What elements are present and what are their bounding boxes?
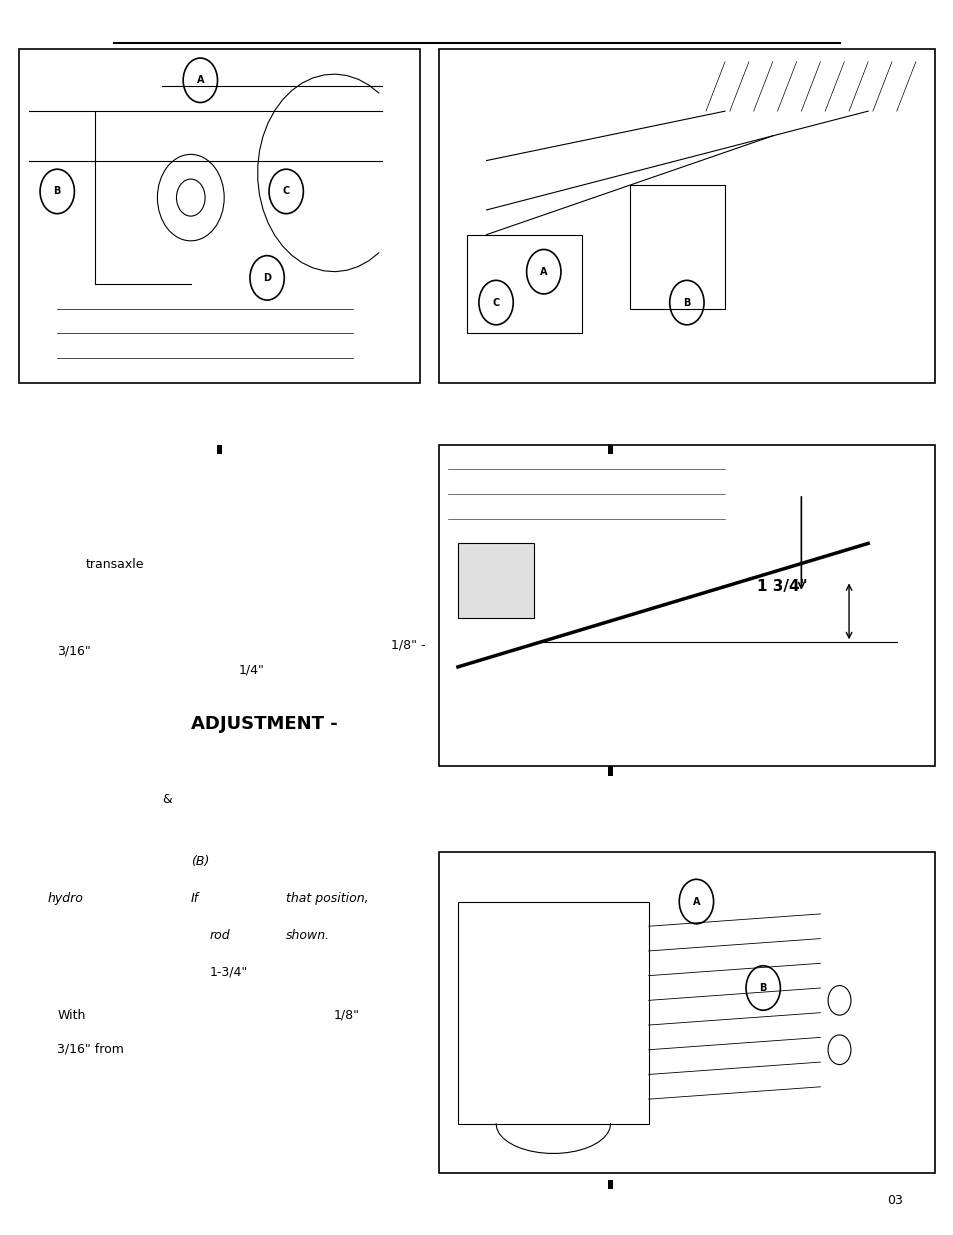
Text: B: B: [53, 186, 61, 196]
Bar: [607, 766, 613, 776]
Bar: [216, 445, 222, 454]
Text: hydro: hydro: [48, 892, 84, 904]
Text: 3/16" from: 3/16" from: [57, 1042, 124, 1055]
Text: &: &: [162, 793, 172, 805]
Text: 03: 03: [886, 1194, 902, 1207]
Bar: [629, 185, 724, 309]
Text: 1/8": 1/8": [334, 1009, 359, 1021]
Text: rod: rod: [210, 929, 231, 941]
FancyBboxPatch shape: [438, 49, 934, 383]
Text: A: A: [196, 75, 204, 85]
Text: B: B: [759, 983, 766, 993]
Text: 1 3/4": 1 3/4": [756, 579, 807, 594]
FancyBboxPatch shape: [19, 49, 419, 383]
FancyBboxPatch shape: [438, 445, 934, 766]
Text: shown.: shown.: [286, 929, 330, 941]
Bar: [467, 235, 581, 333]
Text: that position,: that position,: [286, 892, 369, 904]
Text: transaxle: transaxle: [86, 558, 144, 571]
Bar: [457, 543, 534, 618]
Text: A: A: [692, 897, 700, 906]
Text: If: If: [191, 892, 199, 904]
Text: (B): (B): [191, 855, 209, 867]
Text: 1-3/4": 1-3/4": [210, 966, 248, 978]
Text: D: D: [263, 273, 271, 283]
Text: With: With: [57, 1009, 86, 1021]
FancyBboxPatch shape: [438, 852, 934, 1173]
Bar: [457, 902, 648, 1124]
Text: 3/16": 3/16": [57, 645, 91, 657]
Text: ADJUSTMENT -: ADJUSTMENT -: [191, 715, 337, 732]
Text: 1/4": 1/4": [238, 663, 264, 676]
Text: B: B: [682, 298, 690, 308]
Bar: [607, 1179, 613, 1189]
Text: A: A: [539, 267, 547, 277]
Text: 1/8" -: 1/8" -: [391, 638, 425, 651]
Text: C: C: [282, 186, 290, 196]
Bar: [607, 445, 613, 454]
Text: C: C: [492, 298, 499, 308]
